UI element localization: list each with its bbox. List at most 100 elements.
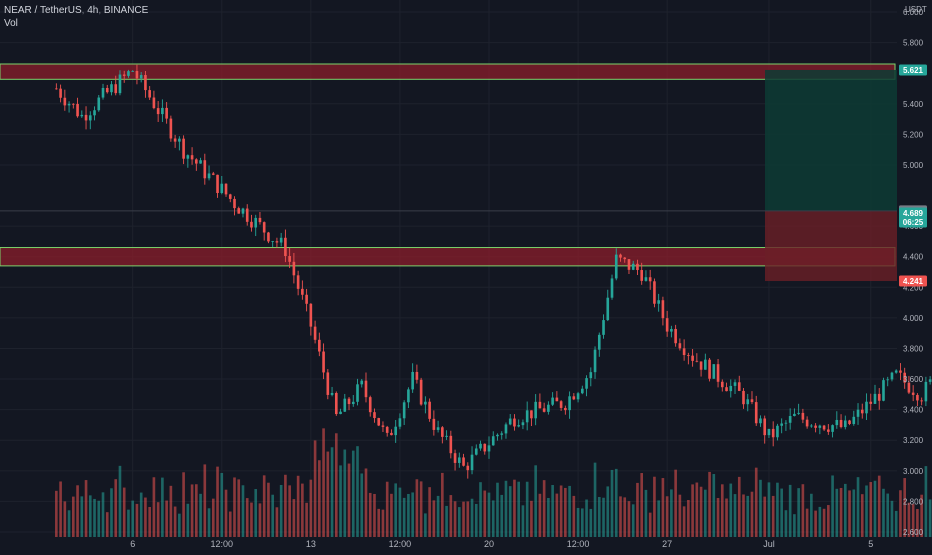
volume-bar	[55, 490, 58, 537]
volume-bar	[924, 466, 928, 537]
volume-bar	[407, 493, 410, 537]
supply-zone-1[interactable]	[0, 63, 896, 80]
volume-bar	[360, 473, 364, 537]
candle-body	[521, 422, 525, 426]
volume-bar	[631, 504, 635, 537]
candle-body	[903, 372, 906, 383]
candle-body	[398, 418, 402, 427]
volume-bar	[848, 490, 851, 537]
candle-body	[911, 392, 915, 395]
candle-body	[441, 427, 444, 437]
candle-body	[351, 401, 355, 405]
price-tick-label: 3.000	[903, 467, 924, 476]
candle-body	[470, 454, 474, 471]
volume-bar	[424, 513, 427, 537]
volume-bar	[258, 503, 262, 537]
candle-body	[678, 343, 682, 349]
volume-bar	[169, 485, 173, 537]
volume-bar	[457, 507, 461, 537]
volume-bar	[852, 489, 856, 537]
candle-body	[572, 396, 576, 400]
candle-body	[636, 263, 639, 271]
price-tick-label: 6.000	[903, 8, 924, 17]
candle-body	[585, 378, 588, 389]
candle-body	[258, 217, 262, 223]
candle-body	[568, 396, 571, 411]
candle-body	[865, 401, 868, 414]
supply-zone-2[interactable]	[0, 247, 896, 267]
volume-bar	[178, 513, 181, 537]
candle-body	[347, 398, 351, 405]
volume-legend[interactable]: Vol	[4, 18, 18, 29]
candle-body	[810, 425, 813, 427]
candle-body	[207, 173, 211, 179]
price-badge	[899, 64, 927, 76]
volume-bar	[903, 478, 906, 537]
time-tick-label: 5	[868, 539, 873, 549]
candle-body	[288, 256, 291, 262]
volume-bar	[339, 465, 342, 537]
volume-bar	[640, 473, 644, 537]
volume-bar	[928, 499, 932, 537]
volume-bar	[334, 433, 338, 537]
candle-body	[110, 84, 113, 93]
candle-body	[742, 390, 745, 405]
symbol-legend[interactable]: NEAR / TetherUS, 4h, BINANCE	[4, 5, 149, 16]
volume-bar	[161, 477, 164, 537]
volume-bar	[555, 493, 559, 537]
candle-body	[479, 443, 482, 449]
volume-bar	[122, 487, 126, 537]
volume-bar	[729, 483, 733, 537]
volume-bar	[788, 484, 792, 537]
candle-body	[894, 370, 898, 373]
volume-bar	[890, 500, 894, 537]
volume-bar	[767, 482, 771, 537]
candle-body	[704, 359, 707, 370]
volume-bar	[432, 500, 436, 537]
volume-bar	[695, 482, 699, 537]
volume-bar	[487, 492, 491, 537]
candle-body	[411, 371, 414, 390]
price-badge	[899, 207, 927, 228]
volume-bar	[763, 496, 767, 537]
volume-bar	[559, 485, 563, 537]
volume-bar	[648, 512, 652, 537]
volume-bar	[920, 494, 923, 537]
price-axis[interactable]: USDT6.0005.8005.4005.2005.0004.6004.4004…	[903, 5, 927, 537]
price-tick-label: 5.200	[903, 130, 924, 139]
volume-bar	[725, 498, 728, 537]
candle-body	[725, 387, 728, 392]
candle-body	[144, 75, 147, 91]
volume-bar	[326, 451, 330, 537]
price-tick-label: 3.800	[903, 344, 924, 353]
price-tick-label: 5.400	[903, 100, 924, 109]
volume-bar	[521, 505, 525, 537]
candle-body	[525, 410, 529, 423]
candle-body	[848, 420, 851, 424]
volume-bar	[873, 480, 877, 537]
grid-layer	[0, 0, 897, 537]
candle-body	[793, 413, 796, 417]
candle-body	[301, 288, 304, 295]
candle-body	[211, 173, 215, 175]
candle-body	[496, 434, 499, 437]
candle-body	[309, 303, 313, 327]
time-axis[interactable]: 612:001312:002012:0027Jul51112:001812:00…	[130, 539, 932, 549]
time-tick-label: 20	[484, 539, 494, 549]
candle-body	[161, 107, 164, 115]
volume-bar	[665, 496, 669, 537]
candle-body	[576, 393, 580, 400]
candle-body	[750, 399, 754, 403]
volume-bar	[479, 482, 482, 537]
zone-layer[interactable]	[0, 63, 897, 282]
candle-body	[457, 457, 461, 463]
volume-bar	[542, 480, 546, 537]
volume-bar	[207, 508, 211, 537]
volume-bar	[483, 490, 487, 537]
candle-body	[788, 416, 792, 423]
candle-body	[835, 419, 839, 426]
candle-body	[385, 426, 389, 433]
candle-body	[839, 419, 843, 428]
